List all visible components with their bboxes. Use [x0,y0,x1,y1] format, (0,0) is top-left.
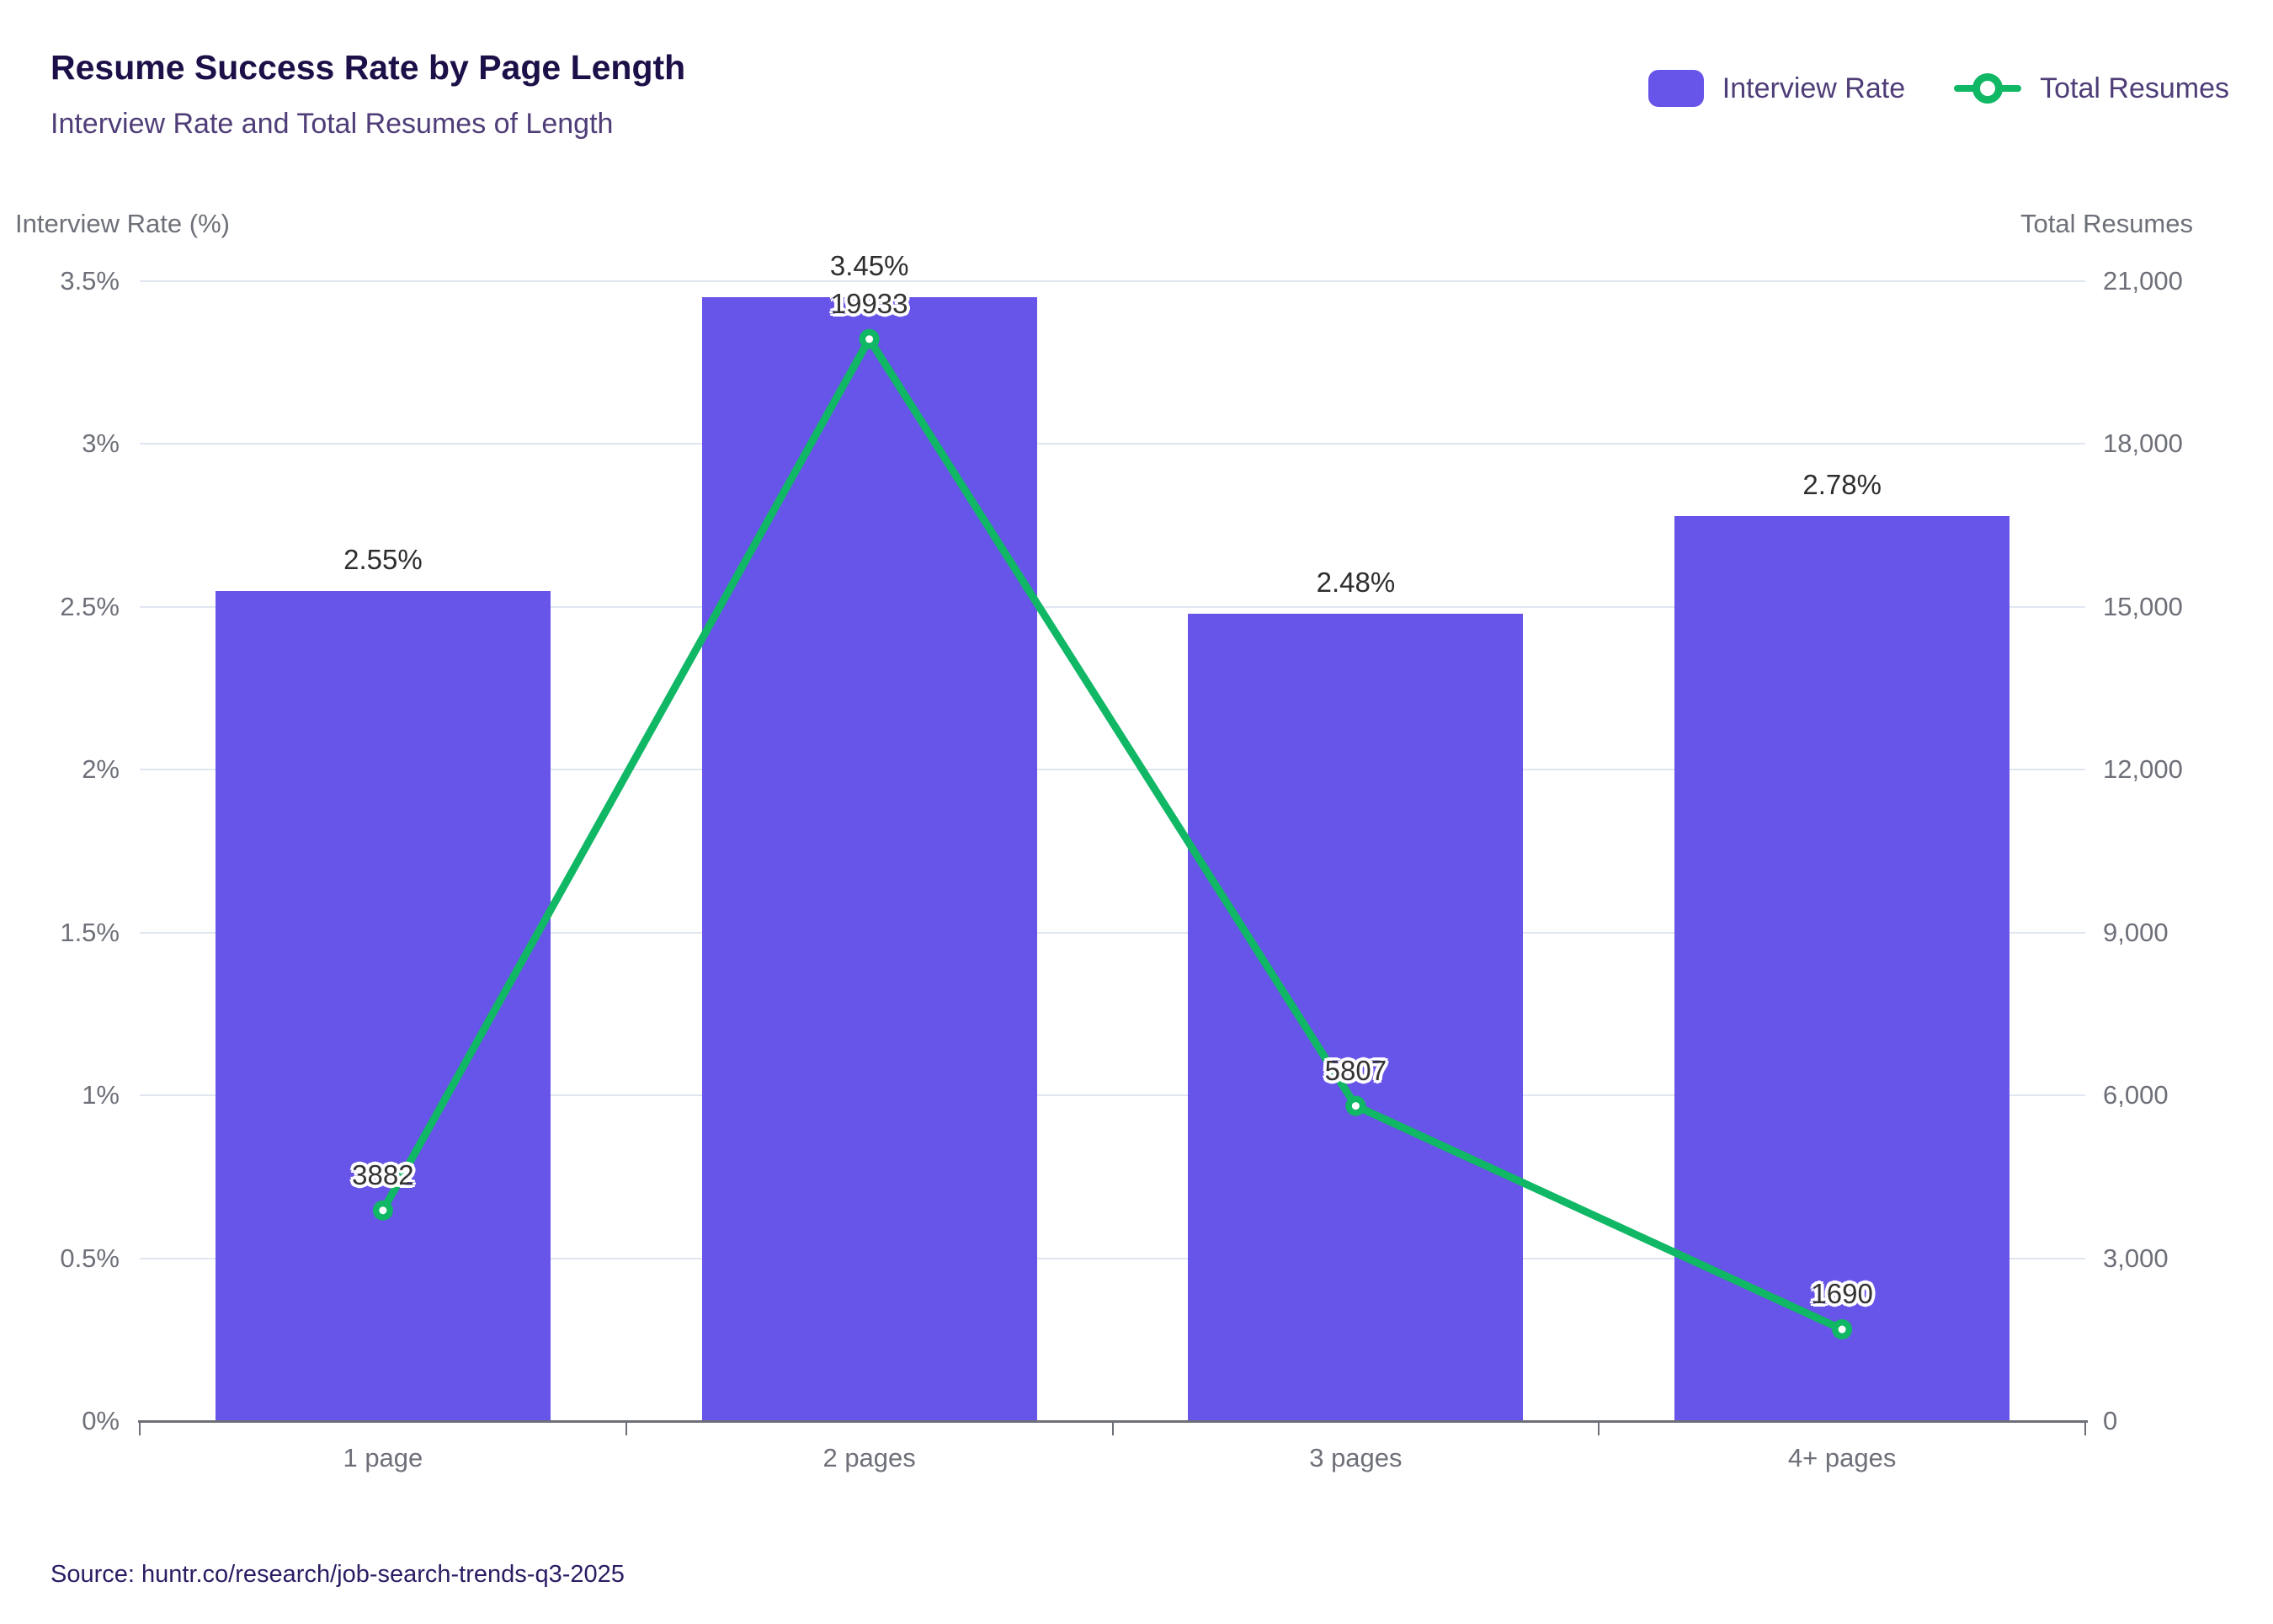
bar-value-label: 2.48% [1316,566,1396,598]
x-axis-tick [2084,1423,2086,1435]
bar-value-label: 2.78% [1802,468,1882,500]
x-axis-tick [1598,1423,1600,1435]
right-axis-tick-label: 15,000 [2103,591,2183,621]
left-axis-tick-label: 3.5% [60,266,120,296]
interview-rate-bar[interactable] [701,297,1037,1420]
x-axis-line [138,1420,2088,1423]
legend-label: Total Resumes [2040,72,2229,104]
right-axis-tick-label: 0 [2103,1406,2118,1435]
right-axis-tick-label: 18,000 [2103,429,2183,459]
interview-rate-bar[interactable] [1188,613,1524,1420]
chart-subtitle: Interview Rate and Total Resumes of Leng… [51,108,614,140]
left-axis-tick-label: 1% [82,1080,120,1110]
x-category-label[interactable]: 1 page [343,1443,423,1472]
left-axis-tick-label: 3% [82,429,120,459]
source-note: Source: huntr.co/research/job-search-tre… [51,1561,625,1588]
x-category-label[interactable]: 4+ pages [1787,1443,1897,1472]
line-point-value-label: 5807 [1324,1054,1387,1086]
line-series-marker-icon [1954,73,2022,104]
line-point-value-label: 1690 [1811,1278,1873,1310]
x-axis-tick [625,1423,627,1435]
right-axis-tick-label: 6,000 [2103,1080,2169,1110]
x-axis-tick [1111,1423,1114,1435]
gridline [140,443,2085,445]
left-axis-tick-label: 0% [82,1406,120,1435]
legend-item-total-resumes[interactable]: Total Resumes [1954,72,2229,105]
line-point-value-label: 19933 [830,287,908,319]
x-axis-tick [139,1423,141,1435]
right-axis-tick-label: 9,000 [2103,917,2169,947]
line-point-value-label: 3882 [352,1158,414,1190]
left-axis-tick-label: 0.5% [60,1243,120,1273]
line-path [379,335,1844,1334]
gridline [140,280,2085,282]
right-axis-tick-label: 21,000 [2103,266,2183,296]
right-axis-title: Total Resumes [2020,209,2193,238]
left-axis-tick-label: 2.5% [60,591,120,621]
x-category-label[interactable]: 3 pages [1309,1443,1403,1472]
chart-title: Resume Success Rate by Page Length [51,48,686,87]
interview-rate-bar[interactable] [215,590,551,1420]
legend: Interview Rate Total Resumes [1648,70,2229,107]
left-axis-tick-label: 2% [82,754,120,785]
legend-item-interview-rate[interactable]: Interview Rate [1648,70,1905,107]
legend-label: Interview Rate [1722,72,1906,104]
right-axis-tick-label: 3,000 [2103,1243,2169,1273]
right-axis-tick-label: 12,000 [2103,754,2183,785]
bar-value-label: 2.55% [343,543,423,575]
left-axis-title: Interview Rate (%) [15,209,230,238]
x-category-label[interactable]: 2 pages [822,1443,916,1472]
left-axis-tick-label: 1.5% [60,917,120,947]
bar-value-label: 3.45% [829,250,909,282]
bar-series-swatch-icon [1648,70,1704,107]
